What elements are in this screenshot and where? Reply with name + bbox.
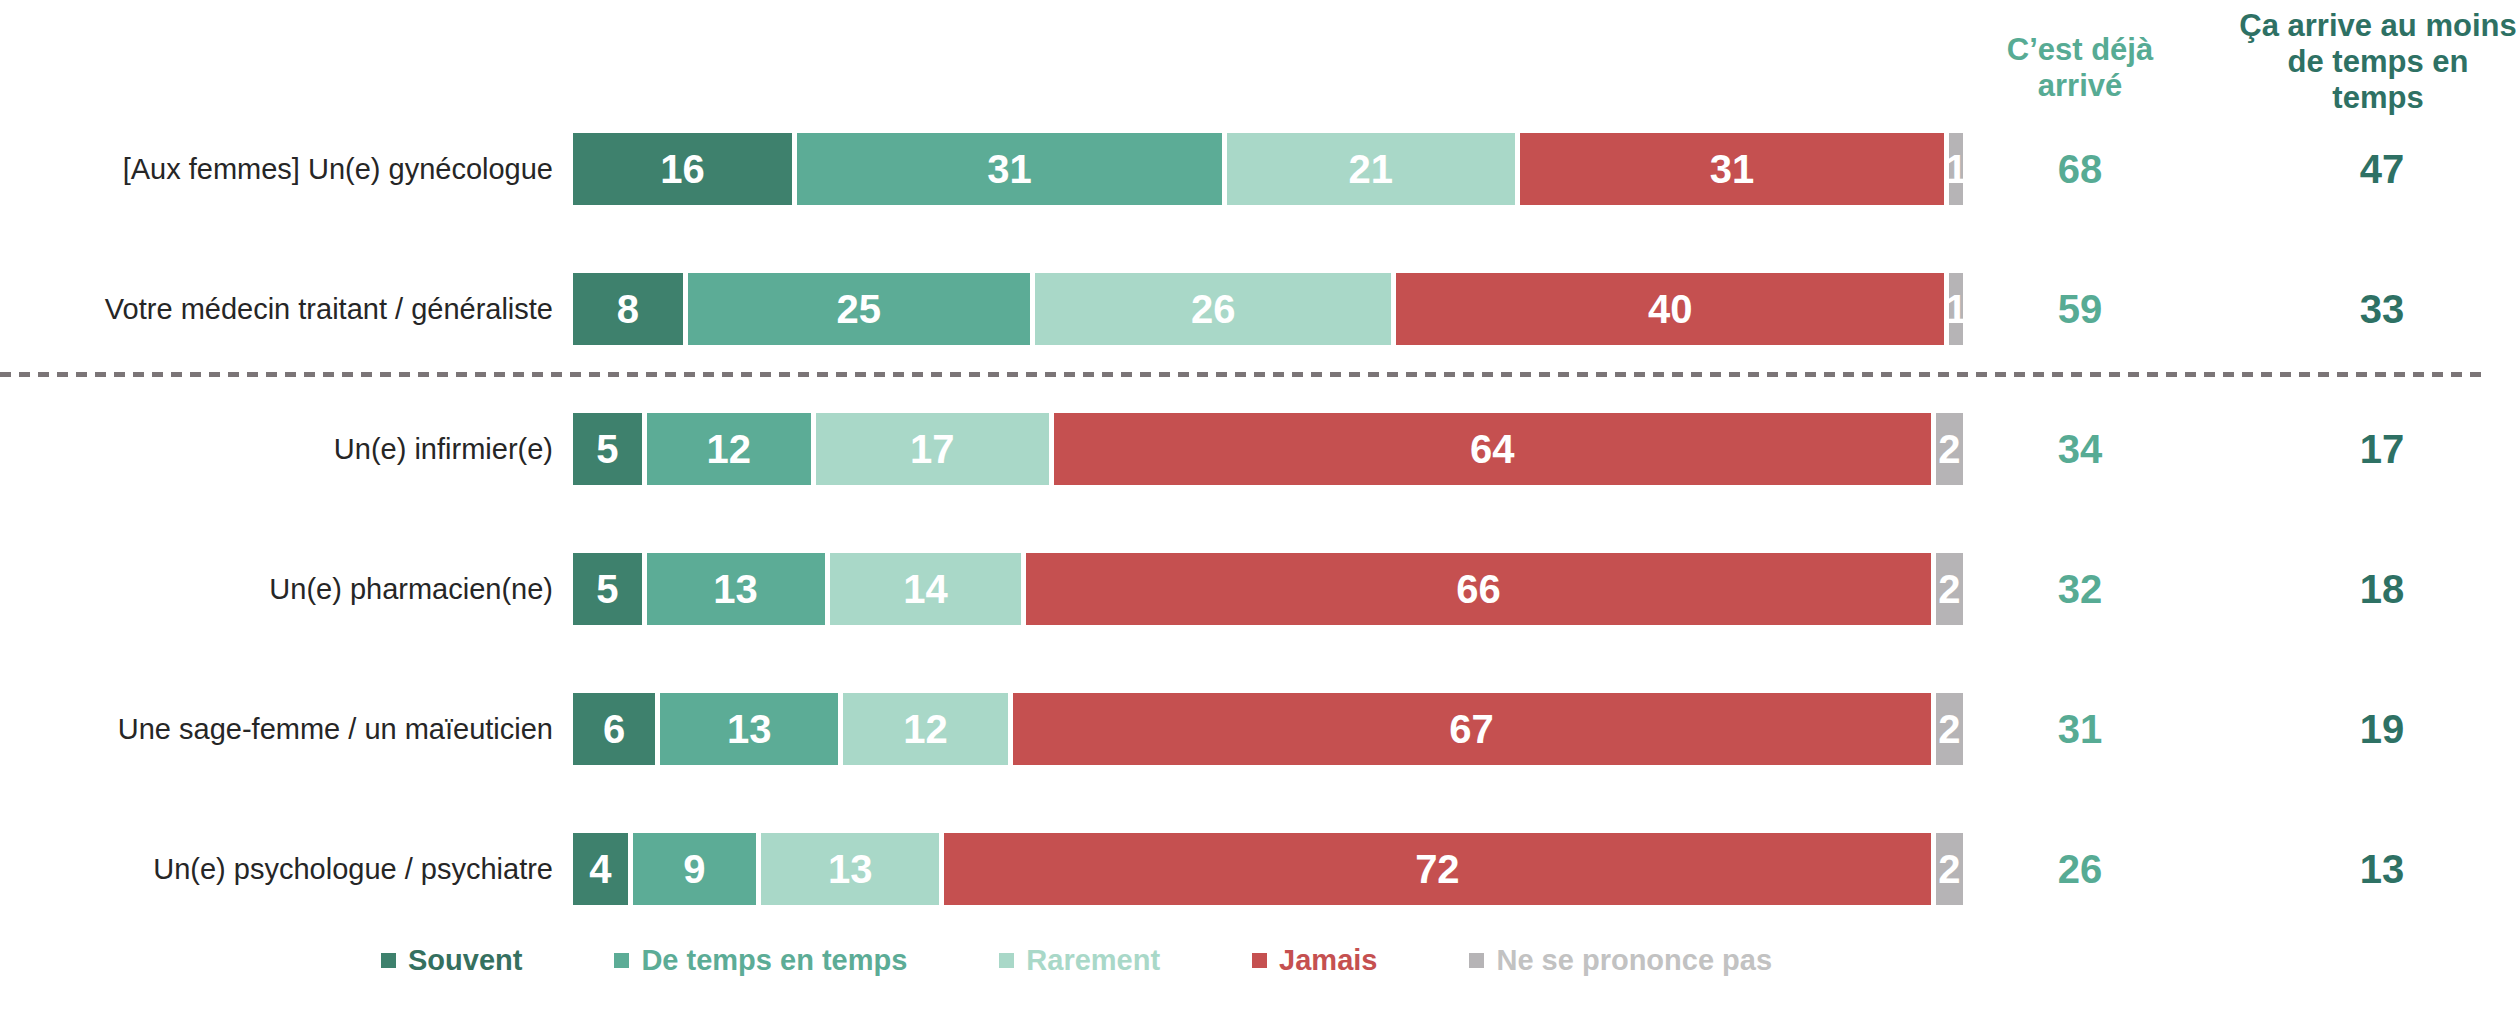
legend-label: Rarement	[1026, 944, 1160, 977]
legend-swatch-icon	[381, 953, 396, 968]
value-cest-deja-arrive: 59	[1980, 273, 2180, 345]
bar-segment-souvent: 5	[573, 413, 642, 485]
table-row: [Aux femmes] Un(e) gynécologue 16 31 21 …	[0, 133, 2516, 273]
bar-segment-ne-se-prononce-pas: 2	[1936, 693, 1963, 765]
legend-item: Jamais	[1252, 944, 1377, 977]
bar-segment-de-temps-en-temps: 31	[797, 133, 1222, 205]
row-label: Un(e) pharmacien(ne)	[0, 553, 553, 625]
bar-segment-de-temps-en-temps: 9	[633, 833, 756, 905]
legend-label: Jamais	[1279, 944, 1377, 977]
row-label: [Aux femmes] Un(e) gynécologue	[0, 133, 553, 205]
value-cest-deja-arrive: 32	[1980, 553, 2180, 625]
value-ca-arrive-au-moins: 19	[2247, 693, 2516, 765]
table-row: Un(e) pharmacien(ne) 5 13 14 66 2 32 18	[0, 553, 2516, 693]
value-ca-arrive-au-moins: 33	[2247, 273, 2516, 345]
bar-segment-jamais: 31	[1520, 133, 1945, 205]
value-ca-arrive-au-moins: 47	[2247, 133, 2516, 205]
legend-item: Rarement	[999, 944, 1160, 977]
legend-label: De temps en temps	[641, 944, 907, 977]
bar-segment-jamais: 67	[1013, 693, 1931, 765]
dashed-separator	[0, 372, 2482, 377]
row-label: Un(e) psychologue / psychiatre	[0, 833, 553, 905]
bar-segment-rarement: 13	[761, 833, 939, 905]
value-ca-arrive-au-moins: 13	[2247, 833, 2516, 905]
bar-segment-ne-se-prononce-pas: 2	[1936, 553, 1963, 625]
stacked-bar: 4 9 13 72 2	[573, 833, 1963, 905]
legend-item: De temps en temps	[614, 944, 907, 977]
row-label: Une sage-femme / un maïeuticien	[0, 693, 553, 765]
legend-swatch-icon	[1252, 953, 1267, 968]
bar-segment-rarement: 21	[1227, 133, 1515, 205]
bar-segment-ne-se-prononce-pas: 1	[1949, 273, 1963, 345]
value-cest-deja-arrive: 34	[1980, 413, 2180, 485]
legend-label: Souvent	[408, 944, 522, 977]
bar-segment-jamais: 40	[1396, 273, 1944, 345]
bar-segment-souvent: 6	[573, 693, 655, 765]
value-cest-deja-arrive: 31	[1980, 693, 2180, 765]
legend-swatch-icon	[999, 953, 1014, 968]
bar-segment-rarement: 12	[843, 693, 1007, 765]
value-cest-deja-arrive: 26	[1980, 833, 2180, 905]
legend-swatch-icon	[614, 953, 629, 968]
legend-swatch-icon	[1469, 953, 1484, 968]
table-row: Un(e) infirmier(e) 5 12 17 64 2 34 17	[0, 413, 2516, 553]
value-cest-deja-arrive: 68	[1980, 133, 2180, 205]
bar-segment-de-temps-en-temps: 13	[660, 693, 838, 765]
bar-segment-souvent: 5	[573, 553, 642, 625]
chart-legend: Souvent De temps en temps Rarement Jamai…	[381, 944, 1772, 977]
row-label: Votre médecin traitant / généraliste	[0, 273, 553, 345]
stacked-bar-chart: C’est déjà arrivé Ça arrive au moins de …	[0, 0, 2516, 1020]
row-label: Un(e) infirmier(e)	[0, 413, 553, 485]
column-header-ca-arrive-au-moins: Ça arrive au moins de temps en temps	[2238, 8, 2516, 116]
column-header-cest-deja-arrive: C’est déjà arrivé	[1980, 32, 2180, 104]
stacked-bar: 5 13 14 66 2	[573, 553, 1963, 625]
bar-segment-de-temps-en-temps: 12	[647, 413, 811, 485]
bar-segment-souvent: 8	[573, 273, 683, 345]
table-row: Une sage-femme / un maïeuticien 6 13 12 …	[0, 693, 2516, 833]
stacked-bar: 16 31 21 31 1	[573, 133, 1963, 205]
value-ca-arrive-au-moins: 18	[2247, 553, 2516, 625]
chart-rows: [Aux femmes] Un(e) gynécologue 16 31 21 …	[0, 133, 2516, 973]
legend-label: Ne se prononce pas	[1496, 944, 1772, 977]
bar-segment-ne-se-prononce-pas: 2	[1936, 833, 1963, 905]
bar-segment-de-temps-en-temps: 25	[688, 273, 1031, 345]
bar-segment-rarement: 14	[830, 553, 1022, 625]
bar-segment-souvent: 16	[573, 133, 792, 205]
stacked-bar: 8 25 26 40 1	[573, 273, 1963, 345]
legend-item: Ne se prononce pas	[1469, 944, 1772, 977]
table-row: Votre médecin traitant / généraliste 8 2…	[0, 273, 2516, 413]
bar-segment-ne-se-prononce-pas: 1	[1949, 133, 1963, 205]
value-ca-arrive-au-moins: 17	[2247, 413, 2516, 485]
legend-item: Souvent	[381, 944, 522, 977]
bar-segment-de-temps-en-temps: 13	[647, 553, 825, 625]
stacked-bar: 5 12 17 64 2	[573, 413, 1963, 485]
bar-segment-rarement: 26	[1035, 273, 1391, 345]
bar-segment-rarement: 17	[816, 413, 1049, 485]
bar-segment-jamais: 64	[1054, 413, 1931, 485]
bar-segment-souvent: 4	[573, 833, 628, 905]
bar-segment-ne-se-prononce-pas: 2	[1936, 413, 1963, 485]
stacked-bar: 6 13 12 67 2	[573, 693, 1963, 765]
bar-segment-jamais: 72	[944, 833, 1930, 905]
bar-segment-jamais: 66	[1026, 553, 1930, 625]
